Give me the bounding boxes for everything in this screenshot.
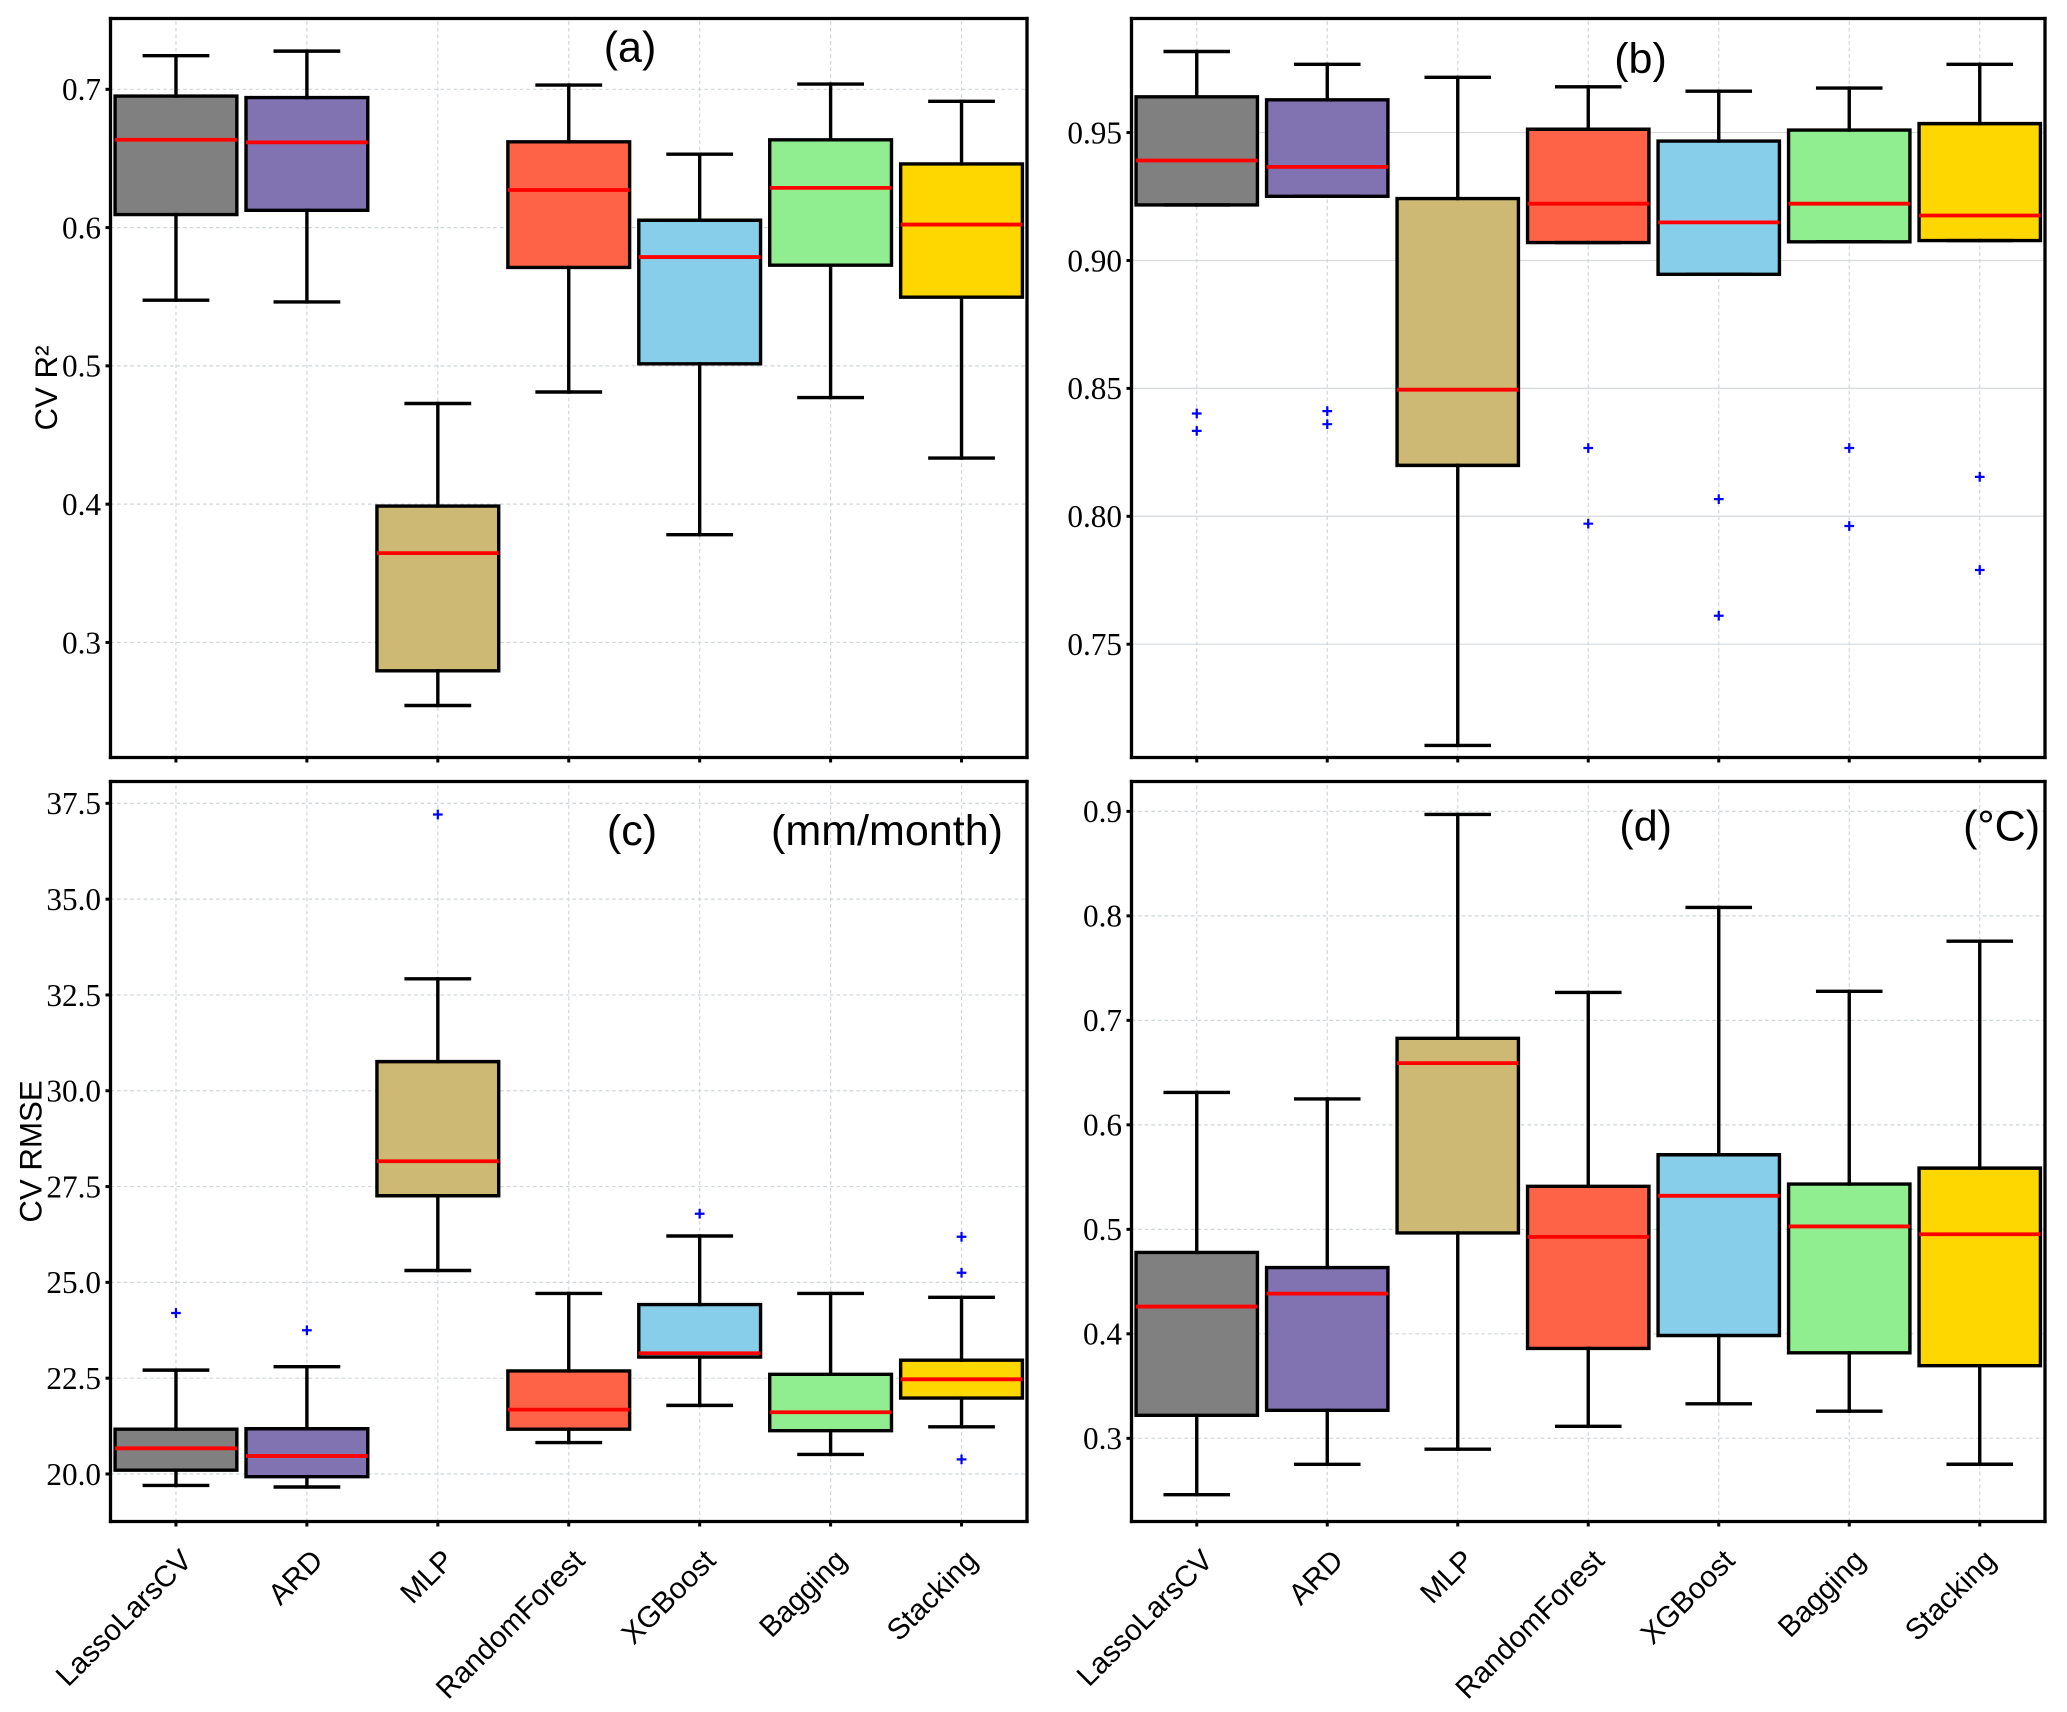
- svg-text:0.3: 0.3: [1083, 1421, 1122, 1456]
- svg-text:(mm/month): (mm/month): [771, 807, 1003, 855]
- svg-text:0.7: 0.7: [1083, 1003, 1122, 1038]
- svg-text:35.0: 35.0: [46, 882, 101, 917]
- svg-text:CV R²: CV R²: [29, 345, 64, 430]
- svg-text:0.85: 0.85: [1067, 371, 1122, 406]
- svg-text:(°C): (°C): [1963, 803, 2040, 851]
- svg-text:CV RMSE: CV RMSE: [14, 1080, 49, 1222]
- svg-text:0.6: 0.6: [62, 210, 101, 245]
- svg-text:(a): (a): [604, 23, 657, 71]
- svg-text:(b): (b): [1614, 35, 1667, 83]
- svg-text:0.4: 0.4: [1083, 1317, 1122, 1352]
- svg-text:0.4: 0.4: [62, 487, 101, 522]
- svg-text:20.0: 20.0: [46, 1457, 101, 1492]
- svg-text:22.5: 22.5: [46, 1361, 101, 1396]
- svg-text:0.7: 0.7: [62, 72, 101, 107]
- svg-text:0.8: 0.8: [1083, 899, 1122, 934]
- svg-text:(d): (d): [1619, 803, 1672, 851]
- svg-text:32.5: 32.5: [46, 978, 101, 1013]
- svg-text:25.0: 25.0: [46, 1265, 101, 1300]
- svg-text:30.0: 30.0: [46, 1074, 101, 1109]
- svg-text:0.80: 0.80: [1067, 499, 1122, 534]
- svg-text:(c): (c): [607, 807, 657, 855]
- svg-text:0.6: 0.6: [1083, 1108, 1122, 1143]
- svg-text:0.75: 0.75: [1067, 627, 1122, 662]
- svg-text:0.9: 0.9: [1083, 794, 1122, 829]
- svg-text:0.5: 0.5: [1083, 1212, 1122, 1247]
- svg-text:0.5: 0.5: [62, 349, 101, 384]
- svg-text:0.90: 0.90: [1067, 243, 1122, 278]
- svg-text:0.95: 0.95: [1067, 115, 1122, 150]
- svg-text:27.5: 27.5: [46, 1169, 101, 1204]
- svg-text:37.5: 37.5: [46, 786, 101, 821]
- svg-text:0.3: 0.3: [62, 625, 101, 660]
